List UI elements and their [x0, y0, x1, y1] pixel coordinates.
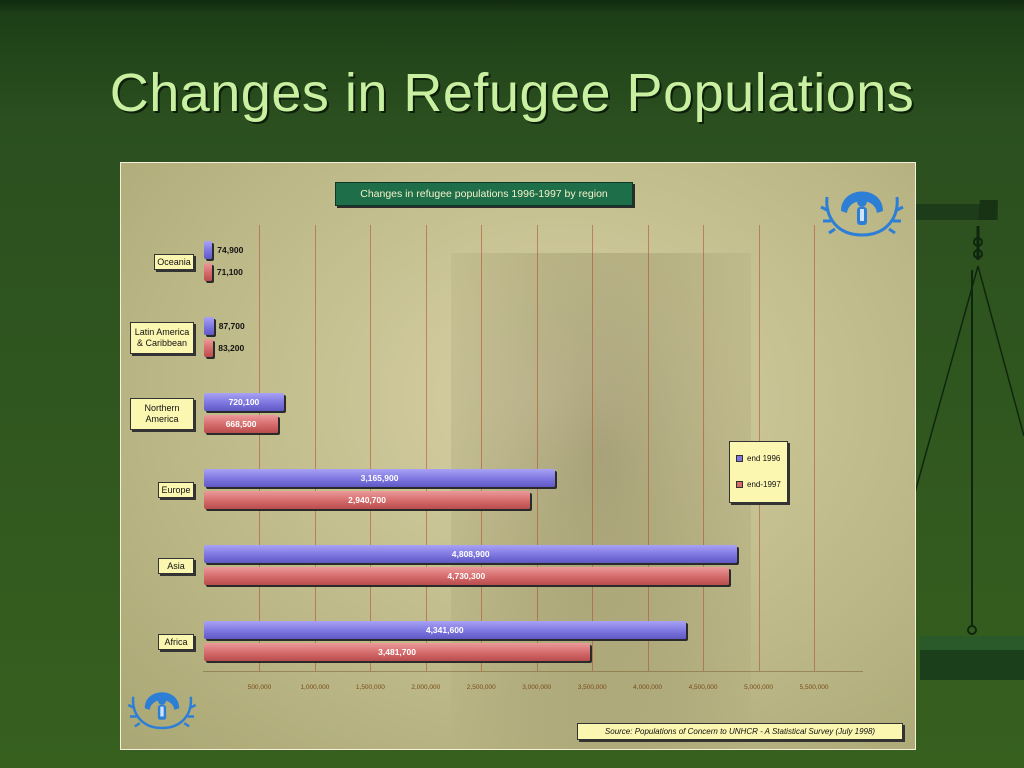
x-tick-label: 2,000,000: [411, 684, 441, 691]
category-label: Asia: [158, 558, 194, 574]
unhcr-emblem-icon: [820, 191, 904, 237]
unhcr-logo-top: [820, 191, 904, 237]
data-label: 71,100: [216, 267, 243, 277]
x-tick-label: 3,500,000: [577, 684, 607, 691]
gridline: [370, 225, 372, 671]
gridline: [314, 225, 316, 671]
gridline: [814, 225, 815, 671]
x-tick-label: 5,000,000: [744, 684, 773, 691]
data-label: 4,341,600: [425, 625, 464, 635]
x-tick-label: 2,500,000: [466, 684, 496, 691]
x-tick-label: 1,500,000: [355, 684, 385, 691]
legend-item-end-1996: end 1996: [736, 454, 780, 463]
slide-title: Changes in Refugee Populations: [109, 63, 915, 123]
gridline: [647, 225, 649, 671]
gridline: [259, 225, 261, 671]
bar-end-1997: [204, 491, 531, 509]
gridline: [481, 225, 483, 671]
x-tick-label: 4,500,000: [688, 684, 718, 691]
data-label: 720,100: [228, 397, 260, 407]
data-label: 3,481,700: [378, 647, 416, 657]
x-tick-label: 5,500,000: [799, 684, 829, 691]
data-label: 87,700: [218, 321, 245, 331]
legend-swatch-end-1996: [736, 455, 743, 462]
chart-panel: Changes in refugee populations 1996-1997…: [120, 162, 916, 750]
category-label: Oceania: [154, 254, 194, 270]
bar-end-1996: [204, 393, 284, 411]
data-label: 4,808,900: [451, 549, 490, 559]
data-label: 3,165,900: [360, 473, 399, 483]
unhcr-logo-bottom: [127, 692, 197, 730]
bar-end-1996: [204, 469, 556, 487]
category-label: Northern America: [130, 398, 194, 430]
legend-label-end-1997: end-1997: [747, 480, 781, 489]
bar-end-1996: [204, 241, 213, 259]
balance-scale-icon: [900, 200, 1024, 680]
gridline: [536, 225, 538, 671]
x-tick-label: 3,000,000: [522, 684, 552, 691]
data-label: 74,900: [217, 245, 244, 255]
legend-swatch-end-1997: [736, 481, 743, 488]
gridline: [425, 225, 427, 671]
bar-end-1996: [204, 621, 686, 639]
x-tick-label: 500,000: [247, 684, 272, 691]
bar-end-1997: [204, 643, 591, 661]
data-label: 668,500: [225, 419, 257, 429]
gridline: [592, 225, 594, 671]
bar-end-1996: [204, 545, 738, 563]
bar-end-1997: [204, 339, 214, 357]
source-note: Source: Populations of Concern to UNHCR …: [577, 723, 903, 740]
category-label: Latin America & Caribbean: [130, 322, 194, 354]
data-label: 83,200: [218, 343, 245, 353]
x-tick-label: 4,000,000: [633, 684, 663, 691]
x-tick-label: 1,000,000: [300, 684, 330, 691]
x-axis-line: [203, 671, 863, 672]
gridline: [703, 225, 705, 671]
unhcr-emblem-icon: [127, 692, 197, 730]
category-label: Africa: [158, 634, 194, 650]
data-label: 2,940,700: [348, 495, 386, 505]
bar-end-1996: [204, 317, 214, 335]
bar-end-1997: [204, 263, 212, 281]
category-label: Europe: [158, 482, 194, 498]
data-label: 4,730,300: [447, 571, 486, 581]
chart-title: Changes in refugee populations 1996-1997…: [335, 182, 633, 206]
legend-label-end-1996: end 1996: [747, 454, 781, 463]
bar-end-1997: [204, 415, 279, 433]
legend: end 1996 end-1997: [729, 441, 788, 503]
bar-end-1997: [204, 567, 729, 585]
legend-item-end-1997: end-1997: [736, 480, 781, 489]
